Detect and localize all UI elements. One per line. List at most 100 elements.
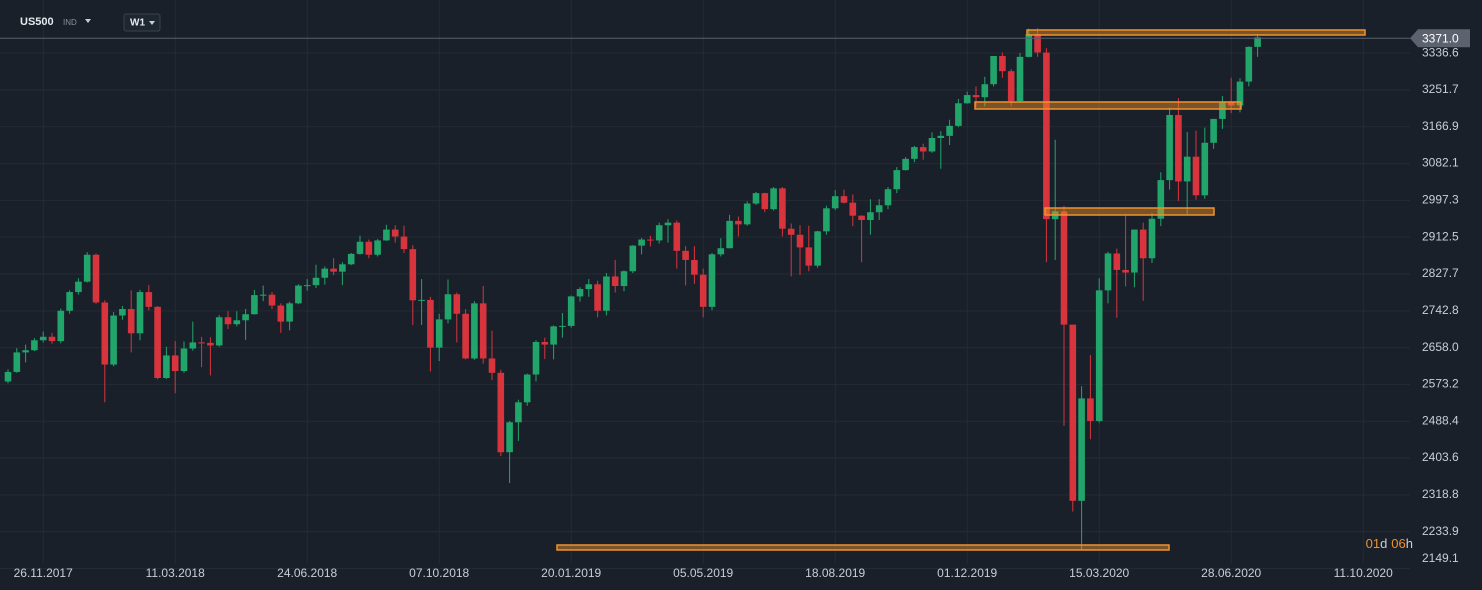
candle-body	[770, 188, 777, 210]
y-tick-label: 2149.1	[1422, 551, 1459, 565]
candle-body	[1025, 34, 1033, 57]
x-tick-label: 26.11.2017	[14, 566, 73, 580]
candle-body	[83, 254, 91, 282]
y-tick-label: 3336.6	[1422, 45, 1459, 59]
symbol-dropdown[interactable]	[85, 19, 91, 23]
x-tick-label: 11.10.2020	[1334, 566, 1393, 580]
interval-dropdown[interactable]	[149, 21, 155, 25]
candle-body	[66, 292, 73, 311]
candle-body	[647, 239, 654, 241]
candle-body	[1148, 218, 1156, 259]
countdown: 01d 06h	[1366, 536, 1413, 551]
candle-body	[321, 268, 329, 278]
candle-body	[867, 212, 874, 221]
x-tick-label: 24.06.2018	[277, 566, 337, 580]
interval-button[interactable]	[123, 13, 161, 32]
candle-body	[1183, 156, 1191, 182]
x-tick-label: 18.08.2019	[805, 566, 865, 580]
candle-body	[198, 342, 205, 344]
candle-body	[603, 276, 610, 311]
candle-body	[1016, 56, 1024, 102]
candle-body	[462, 313, 469, 359]
candle-body	[629, 245, 637, 272]
candle-body	[356, 241, 364, 254]
candle-body	[136, 292, 144, 334]
candle-body	[418, 299, 425, 301]
candle-body	[814, 231, 821, 266]
candle-body	[752, 193, 760, 204]
header: US500 IND W1	[20, 13, 161, 32]
candle-body	[1210, 118, 1217, 143]
countdown-days: 01	[1366, 536, 1380, 551]
candle-body	[506, 422, 513, 453]
x-tick-label: 05.05.2019	[673, 566, 733, 580]
candle-body	[946, 125, 953, 136]
candle-body	[550, 326, 557, 345]
candle-body	[39, 336, 47, 341]
resistance-zone	[1026, 29, 1366, 36]
candle-body	[1060, 211, 1068, 325]
candle-body	[383, 229, 390, 241]
y-tick-label: 2827.7	[1422, 266, 1459, 280]
candle-body	[13, 352, 21, 372]
last-price-tag	[1410, 29, 1470, 48]
x-tick-label: 20.01.2019	[541, 566, 601, 580]
y-tick-label: 2233.9	[1422, 524, 1459, 538]
candle-body	[664, 222, 672, 226]
candle-body	[444, 294, 452, 320]
y-tick-label: 2318.8	[1422, 487, 1459, 501]
overlay: 3371.0	[0, 29, 1470, 48]
candle-body	[858, 215, 865, 221]
symbol[interactable]: US500	[20, 16, 54, 28]
x-tick-label: 15.03.2020	[1069, 566, 1129, 580]
candle-body	[620, 271, 628, 286]
candle-body	[303, 285, 311, 287]
x-tick-label: 11.03.2018	[146, 566, 205, 580]
y-tick-label: 3166.9	[1422, 119, 1459, 133]
candle-body	[594, 284, 601, 311]
candle-body	[1175, 115, 1182, 182]
candle-body	[1043, 52, 1050, 220]
candle-body	[207, 342, 214, 346]
candle-body	[224, 317, 232, 325]
candle-body	[999, 55, 1006, 72]
candle-body	[286, 303, 293, 322]
candle-body	[277, 305, 285, 322]
candle-body	[339, 264, 346, 272]
candle-body	[101, 302, 109, 365]
candle-body	[1122, 269, 1129, 273]
candle-body	[1104, 253, 1112, 291]
candle-body	[145, 292, 153, 307]
candle-body	[479, 303, 487, 359]
candle-body	[655, 225, 663, 241]
candle-body	[955, 103, 962, 126]
candle-body	[347, 253, 355, 265]
support-zone	[974, 101, 1242, 110]
candle-body	[823, 208, 830, 232]
candle-body	[893, 170, 901, 190]
candle-body	[981, 84, 989, 98]
candle-body	[92, 254, 100, 303]
x-tick-label: 01.12.2019	[937, 566, 997, 580]
candle-body	[735, 220, 742, 225]
candle-body	[22, 350, 29, 353]
candle-body	[911, 147, 918, 159]
candle-body	[585, 284, 593, 290]
candle-body	[576, 289, 584, 297]
candle-body	[708, 254, 716, 307]
y-tick-label: 2403.6	[1422, 450, 1459, 464]
candle-body	[57, 310, 65, 342]
support-zone	[556, 544, 1170, 551]
candle-body	[427, 299, 434, 348]
candle-body	[928, 138, 936, 152]
candle-body	[330, 268, 337, 272]
candle-body	[1087, 398, 1094, 421]
candle-body	[515, 402, 522, 423]
candle-body	[699, 274, 707, 307]
candle-body	[374, 240, 381, 255]
candle-body	[691, 259, 698, 275]
y-tick-label: 2573.2	[1422, 377, 1459, 391]
candle-body	[1139, 229, 1147, 259]
